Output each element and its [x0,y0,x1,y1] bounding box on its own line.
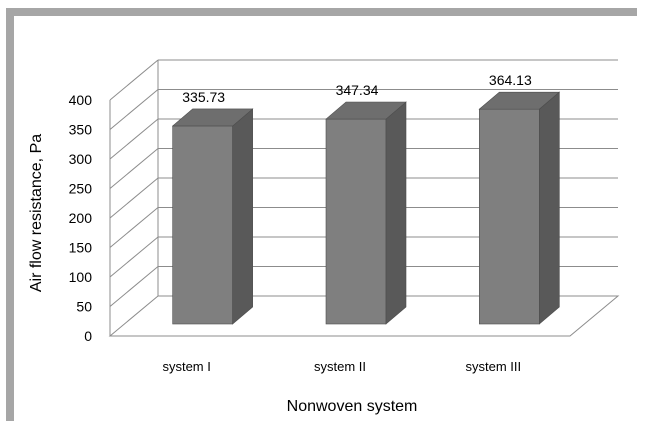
data-label: 347.34 [336,82,379,98]
bar-side [385,101,407,325]
y-tick-label: 0 [84,328,92,344]
side-gridline [109,89,159,130]
x-tick-label: system II [314,359,366,374]
axes: 0 50 100 150 200 250 300 350 400 [69,60,620,344]
bar [478,91,561,325]
x-tick-label: system III [466,359,522,374]
side-gridline [109,59,159,101]
data-label: 335.73 [182,89,225,105]
y-tick-label: 50 [76,299,92,315]
side-gridline [109,118,159,160]
bars [171,91,561,325]
bar [325,101,407,325]
chart-floor [108,295,620,337]
bar-top [171,108,254,127]
side-gridline [109,266,159,307]
y-tick-label: 150 [69,240,93,256]
side-gridline [109,148,159,189]
x-axis-title: Nonwoven system [287,398,418,415]
bar-front [325,118,387,325]
bar-top [325,101,407,120]
bar [171,108,254,325]
labels: 335.73 system I 347.34 system II 364.13 syste… [162,72,531,374]
y-tick-label: 100 [69,269,93,285]
bar-side [232,108,253,325]
bar-top [478,91,561,110]
data-label: 364.13 [489,72,532,88]
bar-front [479,108,540,325]
y-axis-title: Air flow resistance, Pa [28,134,45,292]
y-tick-label: 350 [69,122,93,138]
side-gridline [109,236,159,278]
side-gridline [109,177,159,219]
bar-front [172,125,233,325]
y-tick-label: 250 [69,181,93,197]
side-gridline [109,207,159,248]
bar-side [539,91,560,325]
y-tick-label: 200 [69,210,93,226]
x-tick-label: system I [162,359,210,374]
y-tick-label: 400 [69,92,93,108]
y-tick-label: 300 [69,151,93,167]
